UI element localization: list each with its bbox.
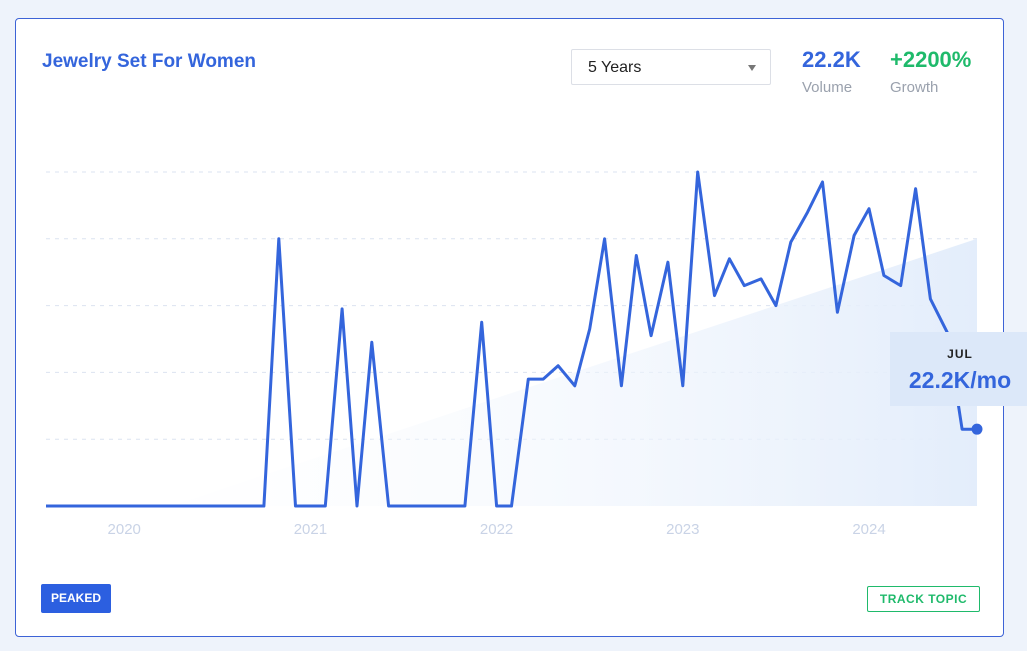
time-range-select[interactable]: 5 Years <box>571 49 771 85</box>
highlight-point[interactable] <box>971 423 983 435</box>
volume-value: 22.2K <box>802 47 861 72</box>
topic-title: Jewelry Set For Women <box>42 51 256 72</box>
tooltip-value: 22.2K/mo <box>908 367 1012 393</box>
trend-area <box>46 238 977 507</box>
trend-card: Jewelry Set For Women 5 Years 22.2K Volu… <box>15 18 1027 637</box>
chevron-down-icon <box>748 65 756 71</box>
tooltip-month: JUL <box>947 347 973 361</box>
time-range-value: 5 Years <box>588 59 642 76</box>
value-tooltip: JUL 22.2K/mo <box>890 332 1027 406</box>
x-tick-label: 2023 <box>666 521 699 538</box>
track-topic-button[interactable]: TRACK TOPIC <box>867 586 980 612</box>
x-tick-label: 2021 <box>294 521 327 538</box>
growth-value: +2200% <box>890 47 972 72</box>
trend-chart: 2020 2021 2022 2023 2024 <box>46 170 983 538</box>
series-line <box>46 170 977 508</box>
x-tick-label: 2020 <box>108 521 141 538</box>
volume-label: Volume <box>802 79 853 96</box>
growth-label: Growth <box>890 79 939 96</box>
x-tick-label: 2024 <box>852 521 885 538</box>
growth-stat: +2200% Growth <box>890 47 971 96</box>
status-badge: PEAKED <box>41 584 112 613</box>
volume-stat: 22.2K Volume <box>802 47 861 96</box>
x-tick-label: 2022 <box>480 521 513 538</box>
